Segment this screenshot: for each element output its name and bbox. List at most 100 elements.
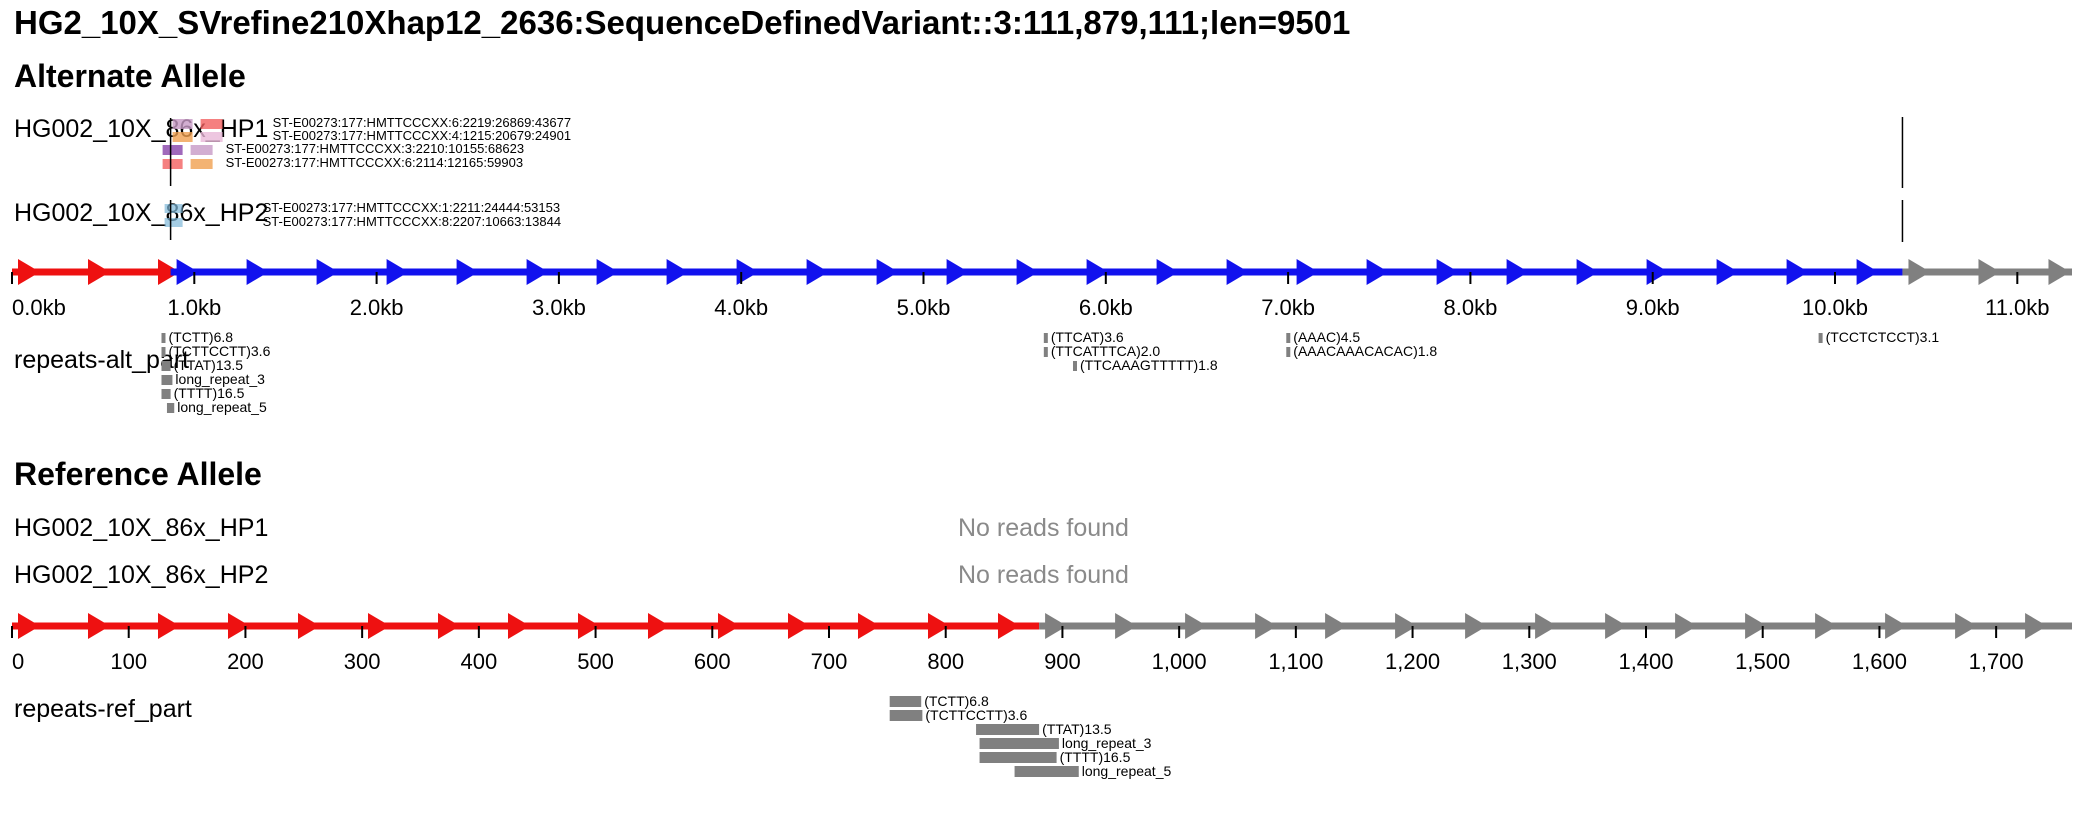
ref-axis-strand-arrow — [1325, 613, 1348, 639]
alt-axis-strand-arrow — [1576, 259, 1599, 285]
ref-axis-strand-arrow — [998, 613, 1020, 639]
ref-axis-strand-arrow — [438, 613, 460, 639]
alt-axis-strand-arrow — [1786, 259, 1809, 285]
ref-track-label-hp2: HG002_10X_86x_HP2 — [14, 561, 269, 589]
ref-axis-strand-arrow — [88, 613, 110, 639]
ref-hp1-no-reads: No reads found — [958, 514, 1129, 542]
ref-axis-tick-label: 500 — [577, 649, 614, 674]
alt-axis-strand-arrow — [806, 259, 829, 285]
alt-repeat-block — [161, 361, 171, 371]
ref-axis-strand-arrow — [1395, 613, 1418, 639]
ref-axis-strand-arrow — [508, 613, 530, 639]
ref-axis-strand-arrow — [158, 613, 180, 639]
alt-axis-strand-arrow — [158, 259, 180, 285]
alt-repeats-label: repeats-alt_part — [14, 346, 190, 374]
ref-axis-strand-arrow — [18, 613, 40, 639]
alt-repeat-block — [1043, 333, 1048, 343]
alt-repeat-block — [1286, 333, 1291, 343]
alt-repeat-label: (TCCTCTCCT)3.1 — [1826, 329, 1940, 345]
ref-axis-tick-label: 200 — [227, 649, 264, 674]
ref-axis-strand-arrow — [1185, 613, 1208, 639]
ref-axis-tick-label: 0 — [12, 649, 24, 674]
alt-hp1-read-block — [190, 159, 213, 169]
alt-axis-strand-arrow — [1716, 259, 1739, 285]
ref-repeat-label: long_repeat_3 — [1062, 735, 1152, 751]
alt-track-label-hp2: HG002_10X_86x_HP2 — [14, 199, 269, 227]
alt-hp1-read-block — [190, 145, 213, 155]
alt-axis-strand-arrow — [1908, 259, 1931, 285]
ref-axis-strand-arrow — [298, 613, 320, 639]
alt-allele-heading: Alternate Allele — [14, 58, 246, 94]
alt-repeat-block — [161, 375, 173, 385]
ref-axis-tick-label: 600 — [694, 649, 731, 674]
alt-axis-tick-label: 6.0kb — [1079, 295, 1133, 320]
ref-repeat-block — [889, 710, 923, 721]
ref-axis-tick-label: 800 — [927, 649, 964, 674]
alt-axis-strand-arrow — [876, 259, 899, 285]
alt-track-label-hp1: HG002_10X_86x_HP1 — [14, 115, 269, 143]
alt-hp1-read-label: ST-E00273:177:HMTTCCCXX:6:2114:12165:599… — [226, 155, 524, 170]
ref-axis-strand-arrow — [1885, 613, 1908, 639]
ref-repeat-label: (TCTTCCTT)3.6 — [925, 707, 1027, 723]
alt-axis-strand-arrow — [246, 259, 269, 285]
ref-axis-tick-label: 1,600 — [1852, 649, 1907, 674]
alt-repeat-label: (TTCAAAGTTTTT)1.8 — [1080, 357, 1218, 373]
alt-axis-strand-arrow — [1646, 259, 1669, 285]
alt-hp1-read-block — [162, 145, 183, 155]
ref-axis-tick-label: 1,500 — [1735, 649, 1790, 674]
ref-axis-strand-arrow — [1745, 613, 1768, 639]
ref-axis-strand-arrow — [1675, 613, 1698, 639]
alt-repeat-label: long_repeat_3 — [175, 371, 265, 387]
alt-axis-tick-label: 11.0kb — [1985, 295, 2049, 320]
alt-axis-tick-label: 2.0kb — [350, 295, 404, 320]
ref-axis-tick-label: 700 — [811, 649, 848, 674]
alt-axis-strand-arrow — [1506, 259, 1529, 285]
alt-axis-strand-arrow — [456, 259, 479, 285]
ref-repeat-label: (TTAT)13.5 — [1042, 721, 1112, 737]
alt-repeat-block — [1818, 333, 1823, 343]
alt-axis-strand-arrow — [386, 259, 409, 285]
alt-axis-tick-label: 7.0kb — [1261, 295, 1315, 320]
ref-axis-tick-label: 1,200 — [1385, 649, 1440, 674]
ref-allele-heading: Reference Allele — [14, 456, 262, 492]
ref-hp2-no-reads: No reads found — [958, 561, 1129, 589]
ref-axis-strand-arrow — [1045, 613, 1068, 639]
alt-hp2-read-label: ST-E00273:177:HMTTCCCXX:1:2211:24444:531… — [263, 200, 561, 215]
alt-axis-tick-label: 0.0kb — [12, 295, 66, 320]
ref-axis-strand-arrow — [368, 613, 390, 639]
ref-axis-strand-arrow — [1955, 613, 1978, 639]
alt-repeat-label: (TTAT)13.5 — [174, 357, 244, 373]
ref-axis-strand-arrow — [928, 613, 950, 639]
alt-axis-strand-arrow — [1856, 259, 1879, 285]
alt-hp1-read-block — [172, 132, 193, 142]
alt-axis-strand-arrow — [1296, 259, 1319, 285]
ref-axis-strand-arrow — [1815, 613, 1838, 639]
ref-repeat-block — [979, 752, 1057, 763]
ref-axis-strand-arrow — [1535, 613, 1558, 639]
alt-repeat-block — [161, 333, 166, 343]
alt-axis-strand-arrow — [666, 259, 689, 285]
ref-repeat-label: long_repeat_5 — [1082, 763, 1172, 779]
ref-repeat-block — [1014, 766, 1079, 777]
alt-hp1-read-block — [172, 119, 193, 129]
alt-repeat-label: (AAAC)4.5 — [1293, 329, 1360, 345]
alt-hp1-read-label: ST-E00273:177:HMTTCCCXX:6:2219:26869:436… — [273, 115, 571, 130]
ref-track-label-hp1: HG002_10X_86x_HP1 — [14, 514, 269, 542]
ref-axis-strand-arrow — [1115, 613, 1138, 639]
alt-repeat-label: (TTCATTTCA)2.0 — [1051, 343, 1161, 359]
alt-repeat-block — [161, 347, 166, 357]
ref-axis-tick-label: 300 — [344, 649, 381, 674]
ref-axis-tick-label: 400 — [460, 649, 497, 674]
alt-axis-strand-arrow — [596, 259, 619, 285]
ref-axis-tick-label: 1,700 — [1969, 649, 2024, 674]
alt-repeat-label: (TTTT)16.5 — [174, 385, 245, 401]
ref-repeat-block — [976, 724, 1040, 735]
alt-axis-strand-arrow — [176, 259, 199, 285]
alt-hp1-read-block — [200, 119, 223, 129]
page-title: HG2_10X_SVrefine210Xhap12_2636:SequenceD… — [14, 4, 1351, 41]
alt-axis-strand-arrow — [1086, 259, 1109, 285]
alt-axis-strand-arrow — [2048, 259, 2071, 285]
ref-repeat-label: (TTTT)16.5 — [1060, 749, 1131, 765]
alt-repeat-block — [166, 403, 175, 413]
